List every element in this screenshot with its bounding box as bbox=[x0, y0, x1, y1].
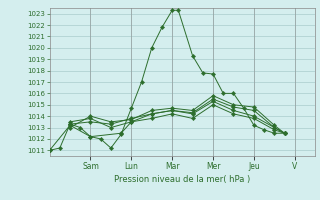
X-axis label: Pression niveau de la mer( hPa ): Pression niveau de la mer( hPa ) bbox=[114, 175, 251, 184]
